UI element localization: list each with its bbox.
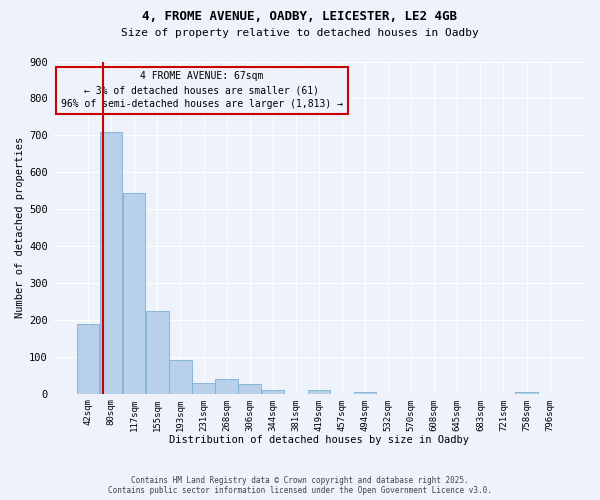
Y-axis label: Number of detached properties: Number of detached properties [15,137,25,318]
X-axis label: Distribution of detached houses by size in Oadby: Distribution of detached houses by size … [169,435,469,445]
Bar [123,192,145,394]
Bar [100,132,122,394]
Text: Contains HM Land Registry data © Crown copyright and database right 2025.
Contai: Contains HM Land Registry data © Crown c… [108,476,492,495]
Text: 4 FROME AVENUE: 67sqm
← 3% of detached houses are smaller (61)
96% of semi-detac: 4 FROME AVENUE: 67sqm ← 3% of detached h… [61,72,343,110]
Bar [146,310,169,394]
Bar [169,360,191,394]
Text: 4, FROME AVENUE, OADBY, LEICESTER, LE2 4GB: 4, FROME AVENUE, OADBY, LEICESTER, LE2 4… [143,10,458,23]
Bar [77,324,100,394]
Bar [238,384,261,394]
Bar [262,390,284,394]
Bar [215,379,238,394]
Bar [308,390,330,394]
Text: Size of property relative to detached houses in Oadby: Size of property relative to detached ho… [121,28,479,38]
Bar [193,382,215,394]
Bar [354,392,376,394]
Bar [515,392,538,394]
